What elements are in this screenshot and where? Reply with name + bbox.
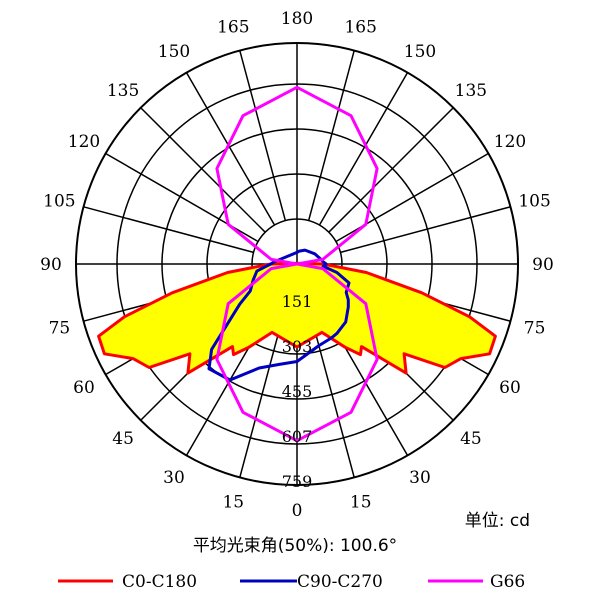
radial-label: 151 — [282, 292, 313, 311]
angle-label: 15 — [350, 493, 372, 513]
angle-label: 60 — [73, 378, 95, 398]
grid-spoke — [83, 206, 254, 254]
angle-label: 15 — [222, 493, 244, 513]
intensity-curves — [97, 85, 497, 443]
angle-label: 90 — [532, 255, 554, 275]
angle-label: 45 — [460, 429, 482, 449]
angle-label: 30 — [163, 468, 185, 488]
angle-label: 105 — [43, 191, 75, 211]
grid-spoke — [239, 50, 287, 221]
angle-label: 75 — [49, 319, 71, 339]
angle-label: 0 — [292, 501, 303, 521]
curve-g66 — [215, 85, 379, 443]
angle-label: 150 — [404, 42, 436, 62]
angle-label: 180 — [281, 9, 313, 29]
radial-label: 455 — [282, 382, 313, 401]
grid-spoke — [307, 50, 355, 221]
angle-label: 135 — [455, 81, 487, 101]
grid-spoke — [340, 206, 511, 254]
grid-spoke — [140, 107, 266, 233]
angle-label: 150 — [158, 42, 190, 62]
legend-label-c0-c180: C0-C180 — [122, 572, 197, 592]
legend-label-c90-c270: C90-C270 — [297, 572, 383, 592]
angle-label: 90 — [40, 255, 62, 275]
angle-label: 135 — [107, 81, 139, 101]
grid-spoke — [318, 72, 409, 226]
radial-label: 303 — [282, 337, 313, 356]
radial-label: 759 — [282, 472, 313, 491]
unit-label: 单位: cd — [465, 511, 530, 531]
radial-label: 607 — [282, 427, 313, 446]
angle-label: 45 — [112, 429, 134, 449]
legend-label-g66: G66 — [490, 572, 525, 592]
beam-angle-label: 平均光束角(50%): 100.6° — [193, 536, 397, 556]
angle-label: 105 — [518, 191, 550, 211]
angle-label: 120 — [68, 132, 100, 152]
legend: C0-C180 C90-C270 G66 — [58, 572, 525, 592]
radial-labels: 151 303 455 607 759 — [282, 292, 313, 491]
angle-label: 30 — [409, 468, 431, 488]
grid-spoke — [328, 107, 454, 233]
angle-label: 120 — [494, 132, 526, 152]
angle-label: 60 — [499, 378, 521, 398]
angle-labels: 0 15 30 45 60 75 90 105 120 135 150 165 180 165 150 135… — [40, 9, 554, 521]
angle-label: 165 — [217, 17, 249, 37]
angle-label: 165 — [344, 17, 376, 37]
grid-spoke — [185, 72, 276, 226]
angle-label: 75 — [524, 319, 546, 339]
